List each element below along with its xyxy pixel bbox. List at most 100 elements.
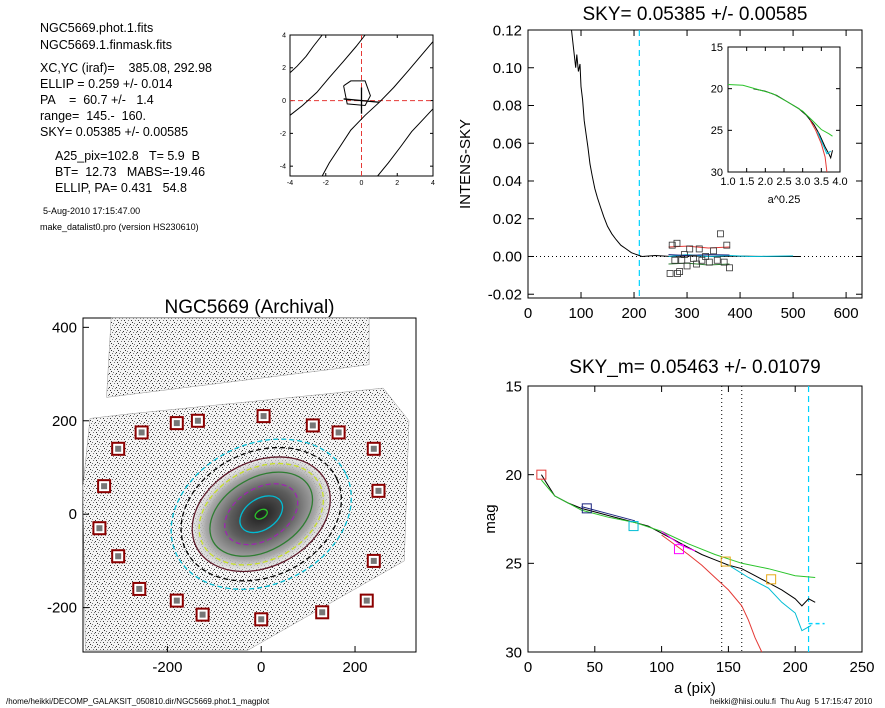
inset-series-line [809,120,828,173]
x-tick-label: 0 [257,659,265,676]
inset-series-line [817,131,831,155]
x-tick-label: 300 [675,305,700,322]
footer-path: /home/heikki/DECOMP_GALAKSIT_050810.dir/… [6,697,270,706]
sky-plot-frame [527,29,863,299]
y-tick-label: 2 [282,65,286,72]
inset-xlabel: a^0.25 [768,194,801,206]
sky-box-fill [335,429,342,436]
footer-user-date: heikki@hiisi.oulu.fi Thu Aug 5 17:15:47 … [710,697,873,706]
sky-series-line [668,254,730,257]
y-tick-label: -4 [280,164,286,171]
contour-line [289,34,366,116]
mag-series-line [661,534,763,653]
sky-box-fill [309,422,316,429]
sky-data-square [720,258,728,266]
x-tick-label: 3.0 [795,176,810,188]
isophote-ellipse [170,438,352,590]
mag-series-line [661,530,696,552]
x-tick-label: 1.5 [739,176,754,188]
x-tick-label: 150 [716,659,741,676]
x-tick-label: 4 [431,180,435,187]
sky-series-line [571,29,801,258]
sky-data-square [710,247,717,255]
sky-box-fill [173,597,180,604]
x-tick-label: 200 [783,659,808,676]
mag-plot-xlabel: a (pix) [674,680,716,697]
x-tick-label: 200 [343,659,368,676]
param-ellip-pa: ELLIP, PA= 0.431 54.8 [55,181,187,195]
x-tick-label: 2.0 [758,176,773,188]
sky-data-square [726,264,733,272]
sky-box-fill [194,417,201,424]
sky-data-square [668,241,676,249]
y-tick-label: 200 [52,413,77,430]
x-tick-label: -200 [152,659,182,676]
sky-data-square [723,241,731,249]
y-tick-label: 25 [711,125,723,137]
mag-series-line [541,479,816,578]
y-tick-label: 0.04 [493,173,522,190]
isophote-ellipse [180,446,342,582]
mag-plot-frame [527,385,863,653]
y-tick-label: 4 [282,32,286,39]
param-ellip: ELLIP = 0.259 +/- 0.014 [40,77,173,91]
sky-data-square [683,262,691,270]
mag-marker-square [720,556,731,567]
sky-data-square [673,239,681,247]
mag-marker-square [536,469,547,480]
y-tick-label: 0 [282,98,286,105]
file-name: NGC5669.phot.1.fits [40,21,154,35]
sky-box-fill [138,429,145,436]
contour-line [377,108,434,177]
sky-data-square [666,270,674,277]
sky-box-fill [115,553,122,560]
inset-frame [727,46,841,173]
x-tick-label: 2 [395,180,399,187]
param-bt: BT= 12.73 MABS=-19.46 [55,165,206,179]
x-tick-label: 2.5 [776,176,791,188]
param-center: XC,YC (iraf)= 385.08, 292.98 [40,61,212,75]
x-tick-label: 4.0 [832,176,847,188]
sky-box-fill [96,525,103,532]
galaxy-body [192,457,331,571]
sky-box-fill [363,597,370,604]
inset-series-line [727,84,833,137]
sky-box-fill [136,585,143,592]
x-tick-label: 200 [622,305,647,322]
param-pa: PA = 60.7 +/- 1.4 [40,93,154,107]
isophote-ellipse [224,483,299,546]
mag-plot-title: SKY_m= 0.05463 +/- 0.01079 [569,357,820,378]
y-tick-label: 20 [711,84,723,96]
contour-line [343,80,371,107]
sky-data-square [698,256,706,264]
mag-series-line [581,506,636,522]
mag-series-line [728,564,812,632]
image-field [106,317,370,398]
program-version: make_datalist0.pro (version HS230610) [40,222,199,232]
y-tick-label: 400 [52,319,77,336]
sky-box-fill [370,445,377,452]
mask-file-name: NGC5669.1.finmask.fits [40,38,172,52]
sky-data-square [686,245,694,253]
sky-data-square [676,268,684,275]
y-tick-label: 0.02 [493,211,522,228]
x-tick-label: 0 [524,305,532,322]
y-tick-label: 30 [711,167,723,179]
sky-data-square [717,230,724,238]
sky-data-square [713,256,721,264]
mag-marker-square [581,503,592,514]
sky-box-fill [260,413,267,420]
y-tick-label: 25 [505,556,522,573]
param-range: range= 145.- 160. [40,109,146,123]
sky-box-fill [101,483,108,490]
y-tick-label: -200 [47,600,77,617]
sky-box-fill [173,420,180,427]
x-tick-label: 600 [834,305,859,322]
sky-box-fill [319,609,326,616]
y-tick-label: 0.12 [493,22,522,39]
mag-series-line [540,474,816,607]
y-tick-label: -2 [280,131,286,138]
sky-plot-ylabel: INTENS-SKY [457,119,474,209]
sky-data-square [674,270,681,277]
x-tick-label: -4 [287,180,293,187]
